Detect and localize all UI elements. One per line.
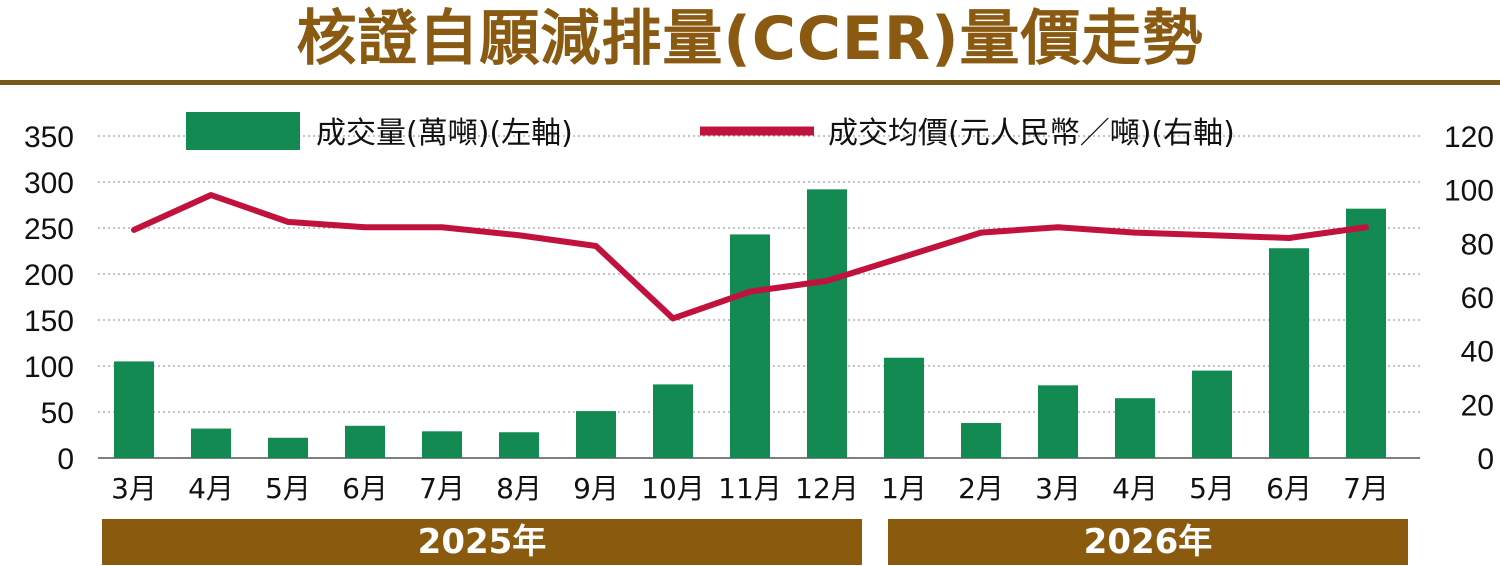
month-label: 9月	[573, 472, 619, 505]
right-axis-tick: 120	[1444, 121, 1494, 154]
month-label: 2月	[958, 472, 1004, 505]
title-rule	[0, 80, 1500, 85]
month-label: 6月	[342, 472, 388, 505]
month-label: 4月	[188, 472, 234, 505]
chart-title: 核證自願減排量(CCER)量價走勢	[296, 4, 1204, 74]
volume-bar	[191, 428, 231, 458]
month-label: 10月	[641, 472, 705, 505]
right-axis-tick: 100	[1444, 175, 1494, 208]
year-band: 2025年	[102, 519, 862, 565]
left-axis-tick: 150	[24, 305, 74, 338]
year-band: 2026年	[888, 519, 1408, 565]
year-label: 2026年	[1083, 522, 1213, 562]
month-label: 6月	[1266, 472, 1312, 505]
month-label: 12月	[795, 472, 859, 505]
left-axis-tick: 200	[24, 259, 74, 292]
month-label: 3月	[1035, 472, 1081, 505]
volume-bar	[1115, 398, 1155, 458]
right-axis-ticks: 0 20 40 60 80 100 120	[1444, 121, 1494, 476]
volume-bar	[1038, 385, 1078, 458]
right-axis-tick: 40	[1461, 336, 1494, 369]
legend-bar-swatch	[186, 112, 300, 150]
volume-bar	[1192, 370, 1232, 458]
volume-bar	[499, 432, 539, 458]
month-label: 8月	[496, 472, 542, 505]
month-label: 5月	[1189, 472, 1235, 505]
left-axis-tick: 350	[24, 121, 74, 154]
price-line	[131, 192, 1369, 322]
month-label: 7月	[1343, 472, 1389, 505]
volume-bar	[1269, 248, 1309, 458]
line-series	[131, 192, 1369, 322]
volume-bar	[1346, 208, 1386, 458]
volume-bar	[653, 384, 693, 458]
volume-bar	[807, 189, 847, 459]
bar-series	[114, 189, 1386, 459]
left-axis-tick: 250	[24, 213, 74, 246]
volume-bar	[345, 425, 385, 458]
left-axis-ticks: 0 50 100 150 200 250 300 350	[24, 121, 74, 476]
volume-bar	[576, 411, 616, 458]
legend-bar-label: 成交量(萬噸)(左軸)	[316, 116, 573, 151]
volume-bar	[884, 357, 924, 458]
volume-bar	[961, 423, 1001, 458]
left-axis-tick: 300	[24, 167, 74, 200]
year-label: 2025年	[417, 522, 547, 562]
right-axis-tick: 80	[1461, 228, 1494, 261]
month-label: 3月	[111, 472, 157, 505]
left-axis-tick: 0	[57, 443, 74, 476]
month-label: 4月	[1112, 472, 1158, 505]
left-axis-tick: 50	[41, 397, 74, 430]
left-axis-tick: 100	[24, 351, 74, 384]
month-label: 1月	[881, 472, 927, 505]
volume-bar	[422, 431, 462, 458]
legend-line-label: 成交均價(元人民幣／噸)(右軸)	[828, 116, 1235, 151]
month-label: 5月	[265, 472, 311, 505]
volume-bar	[114, 361, 154, 458]
right-axis-tick: 60	[1461, 282, 1494, 315]
month-label: 7月	[419, 472, 465, 505]
right-axis-tick: 20	[1461, 389, 1494, 422]
volume-bar	[268, 437, 308, 458]
x-axis-labels: 3月 4月 5月 6月 7月 8月 9月 10月 11月 12月 1月 2月 3月 4月 5月 6月 7月	[111, 472, 1389, 505]
right-axis-tick: 0	[1477, 443, 1494, 476]
legend: 成交量(萬噸)(左軸) 成交均價(元人民幣／噸)(右軸)	[186, 112, 1235, 151]
volume-bar	[730, 234, 770, 458]
month-label: 11月	[718, 472, 782, 505]
